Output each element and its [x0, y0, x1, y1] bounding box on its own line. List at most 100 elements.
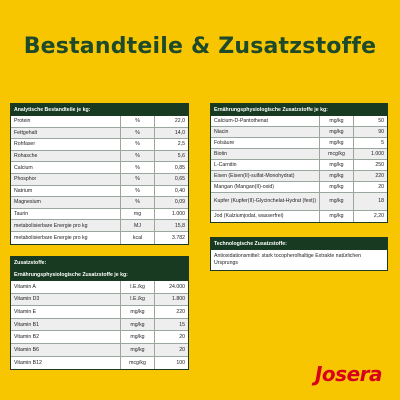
technological-text: Antioxidationsmittel: stark tocopherolha… — [214, 253, 362, 266]
analytic-row: Calcium% 0,85 — [11, 162, 188, 174]
analytic-cell-value: 0,85 — [154, 162, 188, 173]
technological-table-heading: Technologische Zusatzstoffe: — [211, 238, 387, 250]
nutritional-row: Kupfer (Kupfer(II)-Glycinchelat-Hydrat (… — [211, 193, 387, 211]
nutritional-cell-value: 5 — [353, 138, 387, 148]
nutritional-row: Calcium-D-Pantothenat mg/kg 50 — [211, 116, 387, 127]
nutritional-cell-unit: mcg/kg — [319, 149, 353, 159]
analytic-cell-value: 0,65 — [154, 173, 188, 185]
nutritional-cell-unit: mg/kg — [319, 210, 353, 222]
additives-cell-value: 20 — [154, 343, 188, 356]
additives-cell-label: Vitamin B6 — [14, 346, 39, 353]
analytic-cell-value: 0,09 — [154, 197, 188, 208]
nutritional-row: Mangan (Mangan(II)-oxid) mg/kg 20 — [211, 182, 387, 193]
analytic-row: Rohasche% 5,6 — [11, 150, 188, 163]
analytic-cell-label: Protein — [14, 118, 31, 125]
nutritional-row: Niacin mg/kg 90 — [211, 127, 387, 138]
analytic-cell-unit: % — [120, 185, 154, 197]
additives-row: Vitamin A I.E./kg 24.000 — [11, 281, 188, 294]
additives-cell-label: Vitamin B1 — [14, 321, 39, 328]
analytic-cell-label: Fettgehalt — [14, 129, 38, 136]
analytic-cell-label: metabolisierbare Energie pro kg — [14, 234, 88, 241]
analytic-cell-unit: MJ — [120, 220, 154, 231]
nutritional-cell-value: 18 — [353, 193, 387, 210]
additives-cell-unit: mcg/kg — [120, 356, 154, 370]
nutritional-row: Biotin mcg/kg 1.000 — [211, 149, 387, 160]
nutritional-cell-value: 2,20 — [353, 210, 387, 222]
nutritional-cell-label: Niacin — [214, 129, 229, 135]
nutritional-table-heading: Ernährungsphysiologische Zusatzstoffe je… — [211, 104, 387, 116]
additives-cell-label: Vitamin A — [14, 283, 36, 290]
additives-cell-unit: mg/kg — [120, 318, 154, 331]
analytic-cell-unit: mg — [120, 208, 154, 220]
nutritional-cell-unit: mg/kg — [319, 160, 353, 170]
nutritional-row: Eisen (Eisen(II)-sulfat-Monohydrat) mg/kg… — [211, 171, 387, 182]
nutritional-cell-label: Eisen (Eisen(II)-sulfat-Monohydrat) — [214, 173, 295, 179]
analytic-row: metabolisierbare Energie pro kg MJ 15,8 — [11, 220, 188, 232]
nutritional-row: L-Carnitin mg/kg 250 — [211, 160, 387, 171]
analytic-cell-label: Calcium — [14, 164, 33, 171]
analytic-cell-value: 14,0 — [154, 127, 188, 139]
nutritional-cell-label: Mangan (Mangan(II)-oxid) — [214, 184, 274, 190]
additives-cell-value: 15 — [154, 318, 188, 331]
analytic-cell-unit: % — [120, 116, 154, 127]
nutritional-cell-value: 50 — [353, 116, 387, 126]
additives-cell-value: 220 — [154, 306, 188, 318]
analytic-row: Fettgehalt% 14,0 — [11, 127, 188, 140]
additives-cell-label: Vitamin D3 — [14, 296, 40, 303]
additives-row: Vitamin E mg/kg 220 — [11, 306, 188, 319]
analytic-row: Rohfaser% 2,5 — [11, 139, 188, 151]
additives-row: Vitamin B6 mg/kg 20 — [11, 343, 188, 357]
additives-cell-label: Vitamin B12 — [14, 359, 42, 366]
additives-cell-unit: mg/kg — [120, 306, 154, 318]
additives-table-subheading: Ernährungsphysiologische Zusatzstoffe je… — [11, 269, 188, 281]
nutritional-cell-label: Biotin — [214, 151, 227, 157]
additives-row: Vitamin B1 mg/kg 15 — [11, 318, 188, 332]
analytic-cell-unit: % — [120, 173, 154, 185]
nutritional-cell-value: 1.000 — [353, 149, 387, 159]
analytic-cell-unit: kcal — [120, 231, 154, 244]
analytic-cell-value: 1.000 — [154, 208, 188, 220]
analytic-table: Analytische Bestandteile je kg: Protein%… — [10, 103, 189, 245]
additives-cell-unit: I.E./kg — [120, 293, 154, 306]
additives-cell-value: 1.800 — [154, 293, 188, 306]
analytic-cell-label: Phosphor — [14, 176, 37, 183]
additives-cell-label: Vitamin B2 — [14, 334, 39, 341]
nutritional-cell-unit: mg/kg — [319, 182, 353, 192]
nutritional-row: Jod (Kalziumjodat, wasserfrei) mg/kg 2,20 — [211, 210, 387, 222]
additives-table: Zusatzstoffe: Ernährungsphysiologische Z… — [10, 256, 189, 371]
analytic-cell-unit: % — [120, 139, 154, 150]
additives-cell-value: 24.000 — [154, 281, 188, 293]
analytic-cell-label: metabolisierbare Energie pro kg — [14, 222, 88, 229]
nutritional-row: Folsäure mg/kg 5 — [211, 138, 387, 149]
additives-row: Vitamin B12 mcg/kg 100 — [11, 356, 188, 370]
analytic-cell-value: 2,5 — [154, 139, 188, 150]
additives-row: Vitamin D3 I.E./kg 1.800 — [11, 293, 188, 307]
analytic-row: Protein% 22,0 — [11, 116, 188, 128]
analytic-cell-label: Taurin — [14, 211, 29, 218]
nutritional-cell-unit: mg/kg — [319, 138, 353, 148]
additives-row: Vitamin B2 mg/kg 20 — [11, 331, 188, 344]
analytic-cell-label: Rohasche — [14, 153, 38, 160]
analytic-row: metabolisierbare Energie pro kg kcal 3.782 — [11, 231, 188, 244]
analytic-cell-unit: % — [120, 197, 154, 208]
analytic-cell-value: 22,0 — [154, 116, 188, 127]
page-title: Bestandteile & Zusatzstoffe — [23, 34, 377, 59]
additives-cell-unit: mg/kg — [120, 331, 154, 343]
technological-table: Technologische Zusatzstoffe: Antioxidati… — [210, 237, 388, 271]
additives-cell-value: 20 — [154, 331, 188, 343]
josera-logo: Josera — [314, 362, 383, 386]
analytic-row: Phosphor% 0,65 — [11, 173, 188, 186]
nutritional-cell-value: 90 — [353, 127, 387, 137]
nutritional-cell-unit: mg/kg — [319, 127, 353, 137]
analytic-cell-value: 5,6 — [154, 150, 188, 162]
nutritional-cell-unit: mg/kg — [319, 116, 353, 126]
additives-cell-unit: I.E./kg — [120, 281, 154, 293]
nutritional-cell-value: 220 — [353, 171, 387, 181]
nutritional-table: Ernährungsphysiologische Zusatzstoffe je… — [210, 103, 388, 223]
nutritional-cell-label: Jod (Kalziumjodat, wasserfrei) — [214, 213, 284, 220]
analytic-cell-unit: % — [120, 150, 154, 162]
analytic-row: Taurin mg 1.000 — [11, 208, 188, 221]
analytic-cell-value: 3.782 — [154, 231, 188, 244]
nutritional-cell-unit: mg/kg — [319, 171, 353, 181]
nutritional-cell-unit: mg/kg — [319, 193, 353, 210]
